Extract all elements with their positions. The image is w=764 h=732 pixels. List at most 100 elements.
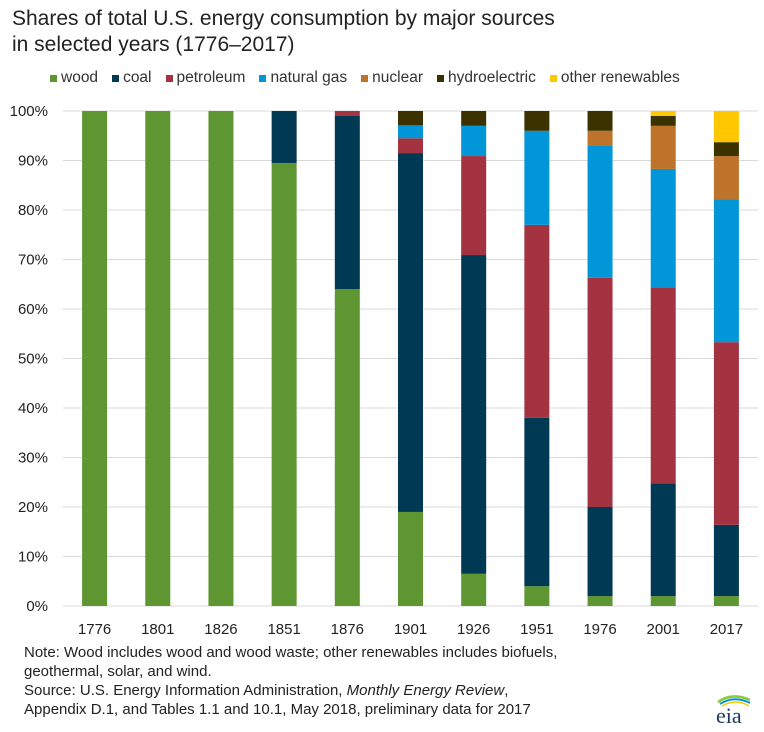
bar-segment-coal-1901 [398, 153, 423, 512]
x-tick-label: 1901 [394, 621, 427, 638]
y-tick-label: 60% [18, 301, 48, 318]
bar-segment-coal-1851 [271, 111, 297, 163]
bar-segment-nuclear-2017 [713, 156, 739, 200]
bar-segment-hydroelectric-1976 [587, 111, 613, 131]
legend-swatch [361, 74, 369, 82]
bar-segment-hydroelectric-2001 [650, 115, 676, 126]
x-tick-label: 1826 [204, 621, 237, 638]
legend-swatch [112, 74, 120, 82]
bar-segment-wood-1851 [271, 162, 297, 606]
bar-segment-wood-1951 [524, 586, 550, 606]
legend-swatch [436, 74, 444, 82]
chart-title-line-1: Shares of total U.S. energy consumption … [12, 7, 555, 30]
bar-segment-petroleum-1876 [334, 111, 360, 116]
y-tick-label: 0% [26, 598, 48, 615]
y-tick-label: 50% [18, 351, 48, 368]
x-tick-label: 1976 [583, 621, 616, 638]
bar-segment-petroleum-1901 [398, 138, 423, 154]
x-tick-label: 1776 [78, 621, 111, 638]
x-tick-label: 1801 [141, 621, 174, 638]
source-publication: Monthly Energy Review [346, 682, 505, 699]
bar-segment-wood-1926 [461, 573, 487, 606]
source-prefix: Source: U.S. Energy Information Administ… [24, 682, 347, 699]
legend-item-wood: wood [50, 69, 98, 87]
legend-label: natural gas [270, 69, 348, 86]
x-tick-label: 1851 [267, 621, 300, 638]
bar-segment-wood-1826 [208, 111, 234, 606]
x-tick-label: 1926 [457, 621, 490, 638]
bar-segment-natural-gas-1951 [524, 130, 550, 225]
legend-label: hydroelectric [447, 69, 536, 86]
legend-item-petroleum: petroleum [165, 69, 246, 87]
bar-segment-petroleum-2017 [713, 342, 739, 525]
x-tick-label: 2001 [647, 621, 680, 638]
y-tick-label: 10% [18, 549, 48, 566]
x-tick-label: 1876 [331, 621, 364, 638]
bar-segment-coal-1951 [524, 417, 550, 587]
legend-label: wood [61, 69, 99, 86]
legend-item-coal: coal [112, 69, 152, 87]
bar-segment-hydroelectric-2017 [713, 142, 739, 157]
y-tick-label: 20% [18, 499, 48, 516]
legend-item-hydroelectric: hydroelectric [436, 69, 536, 87]
logo-text: eia [716, 703, 742, 726]
note-line-1: Note: Wood includes wood and wood waste;… [24, 644, 558, 661]
y-tick-label: 100% [10, 103, 48, 120]
legend-item-other-renewables: other renewables [549, 69, 680, 87]
eia-logo: eia [712, 690, 754, 728]
bar-segment-coal-2017 [713, 524, 739, 597]
legend-item-natural-gas: natural gas [259, 69, 347, 87]
source-line: Source: U.S. Energy Information Administ… [24, 681, 557, 700]
bar-segment-wood-1776 [82, 111, 108, 606]
bar-segment-nuclear-2001 [650, 125, 676, 169]
bar-segment-wood-1901 [398, 511, 423, 606]
y-tick-label: 30% [18, 450, 48, 467]
y-tick-label: 40% [18, 400, 48, 417]
bar-segment-other-renewables-2001 [650, 111, 676, 116]
bar-segment-wood-1876 [334, 289, 360, 606]
bar-segment-nuclear-1976 [587, 130, 613, 146]
source-line-2: Appendix D.1, and Tables 1.1 and 10.1, M… [24, 701, 531, 718]
bar-segment-natural-gas-1926 [461, 125, 487, 157]
bar-segment-petroleum-2001 [650, 287, 676, 484]
legend-label: other renewables [560, 69, 680, 86]
bar-segment-natural-gas-1901 [398, 125, 423, 139]
chart-notes: Note: Wood includes wood and wood waste;… [24, 643, 557, 719]
x-tick-label: 2017 [710, 621, 743, 638]
legend-label: coal [123, 69, 152, 86]
legend-swatch [259, 74, 267, 82]
bar-segment-petroleum-1926 [461, 156, 487, 256]
bar-segment-wood-2017 [713, 596, 739, 606]
source-suffix: , [504, 682, 509, 699]
bar-segment-petroleum-1951 [524, 224, 550, 418]
bar-segment-coal-1976 [587, 507, 613, 597]
bar-segment-other-renewables-2017 [713, 111, 739, 143]
y-tick-label: 90% [18, 153, 48, 170]
bar-segment-coal-2001 [650, 483, 676, 597]
legend-label: nuclear [372, 69, 423, 86]
bar-segment-petroleum-1976 [587, 277, 613, 507]
legend-swatch [165, 74, 173, 82]
bar-segment-natural-gas-2017 [713, 199, 739, 343]
bar-segment-natural-gas-2001 [650, 168, 676, 288]
legend-swatch [549, 74, 557, 82]
note-line-2: geothermal, solar, and wind. [24, 663, 212, 680]
legend-swatch [50, 74, 57, 82]
legend-item-nuclear: nuclear [361, 69, 423, 87]
x-tick-label: 1951 [520, 621, 553, 638]
chart-legend: wood coal petroleum natural gas nuclear hydro… [50, 69, 680, 87]
legend-label: petroleum [176, 69, 246, 86]
bar-segment-coal-1926 [461, 255, 487, 574]
bar-segment-hydroelectric-1926 [461, 111, 487, 126]
bar-segment-wood-1976 [587, 596, 613, 606]
bar-segment-coal-1876 [334, 115, 360, 290]
bar-segment-wood-2001 [650, 596, 676, 606]
bar-segment-hydroelectric-1901 [398, 111, 423, 126]
chart-title: Shares of total U.S. energy consumption … [12, 6, 555, 58]
chart-title-line-2: in selected years (1776–2017) [12, 33, 295, 56]
bar-segment-natural-gas-1976 [587, 145, 613, 278]
chart-plot: 0% 10% 20% 30% 40% 50% 60% 70% 80% 90% 100% 1776 180… [10, 103, 758, 638]
bar-segment-hydroelectric-1951 [524, 111, 550, 131]
y-tick-label: 80% [18, 202, 48, 219]
y-tick-label: 70% [18, 252, 48, 269]
